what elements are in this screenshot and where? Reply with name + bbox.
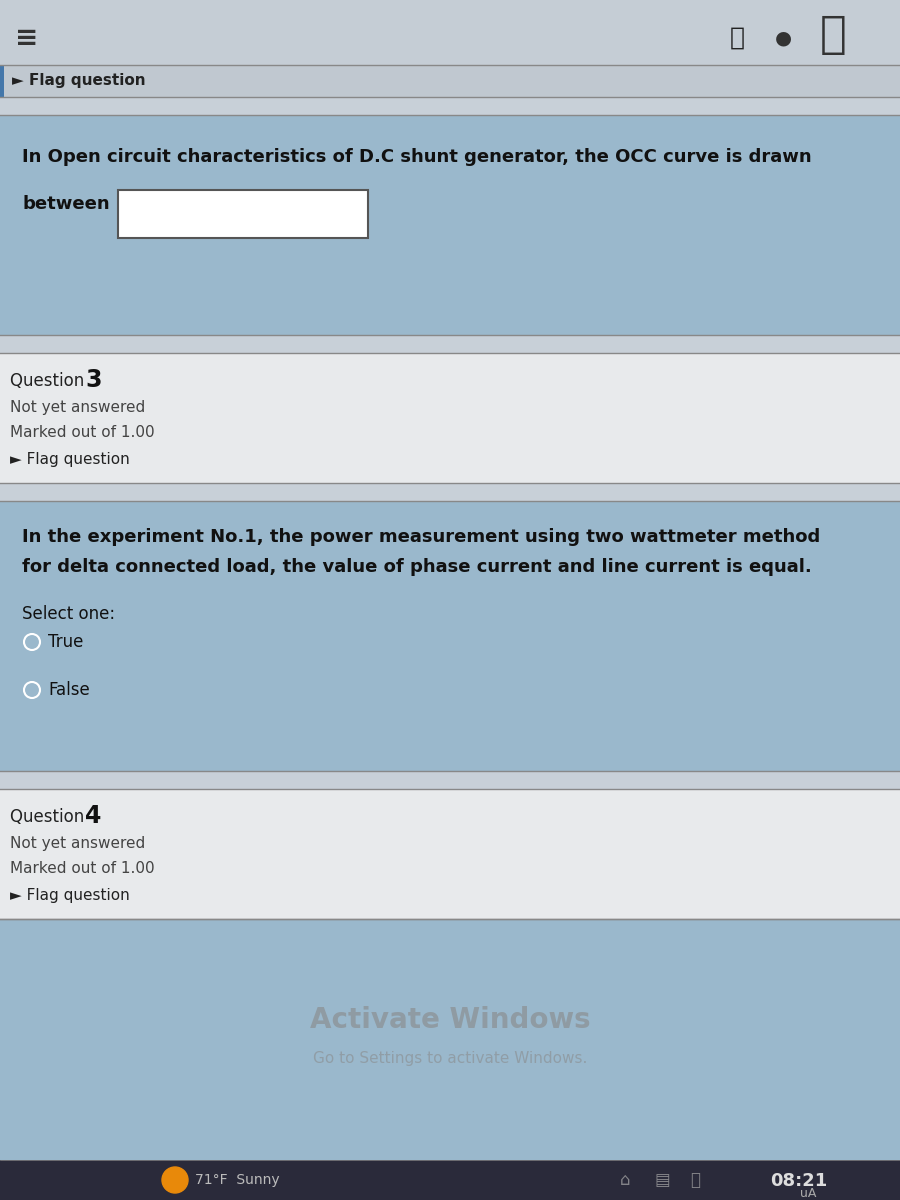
Bar	[0, 115, 900, 335]
Bar	[0, 770, 900, 790]
Text: Not yet answered: Not yet answered	[10, 836, 145, 851]
Text: ⌂: ⌂	[620, 1171, 631, 1189]
Text: Activate Windows: Activate Windows	[310, 1006, 590, 1034]
Text: Marked out of 1.00: Marked out of 1.00	[10, 425, 155, 440]
Bar	[118, 190, 368, 238]
Text: False: False	[48, 680, 90, 698]
Text: Go to Settings to activate Windows.: Go to Settings to activate Windows.	[313, 1050, 587, 1066]
Bar	[0, 482, 900, 502]
Bar	[0, 502, 900, 770]
Bar	[0, 65, 900, 97]
Text: uA: uA	[800, 1187, 816, 1200]
Bar	[0, 353, 900, 482]
Text: 4: 4	[85, 804, 102, 828]
Bar	[0, 1160, 900, 1200]
Text: Not yet answered: Not yet answered	[10, 400, 145, 415]
Text: between: between	[22, 194, 110, 214]
Bar	[0, 0, 900, 65]
Text: Marked out of 1.00: Marked out of 1.00	[10, 862, 155, 876]
Bar	[0, 335, 900, 353]
Text: Select one:: Select one:	[22, 605, 115, 623]
Text: 08:21: 08:21	[770, 1172, 827, 1190]
Bar	[0, 97, 900, 115]
Text: ≡: ≡	[15, 24, 38, 52]
Text: 🔔: 🔔	[730, 26, 745, 50]
Bar	[0, 65, 4, 97]
Text: ▤: ▤	[655, 1171, 670, 1189]
Bar	[0, 790, 900, 919]
Text: Question: Question	[10, 808, 89, 826]
Text: In Open circuit characteristics of D.C shunt generator, the OCC curve is drawn: In Open circuit characteristics of D.C s…	[22, 148, 812, 166]
Text: 🔊: 🔊	[690, 1171, 700, 1189]
Text: In the experiment No.1, the power measurement using two wattmeter method: In the experiment No.1, the power measur…	[22, 528, 820, 546]
Text: Question: Question	[10, 372, 89, 390]
Text: ► Flag question: ► Flag question	[10, 888, 130, 902]
Text: ► Flag question: ► Flag question	[12, 73, 146, 89]
Circle shape	[162, 1166, 188, 1193]
Text: 👤: 👤	[820, 13, 847, 56]
Text: ●: ●	[775, 29, 792, 48]
Text: ► Flag question: ► Flag question	[10, 452, 130, 467]
Text: for delta connected load, the value of phase current and line current is equal.: for delta connected load, the value of p…	[22, 558, 812, 576]
Text: 3: 3	[85, 368, 102, 392]
Bar	[0, 919, 900, 1160]
Text: True: True	[48, 634, 84, 650]
Text: 71°F  Sunny: 71°F Sunny	[195, 1174, 280, 1187]
